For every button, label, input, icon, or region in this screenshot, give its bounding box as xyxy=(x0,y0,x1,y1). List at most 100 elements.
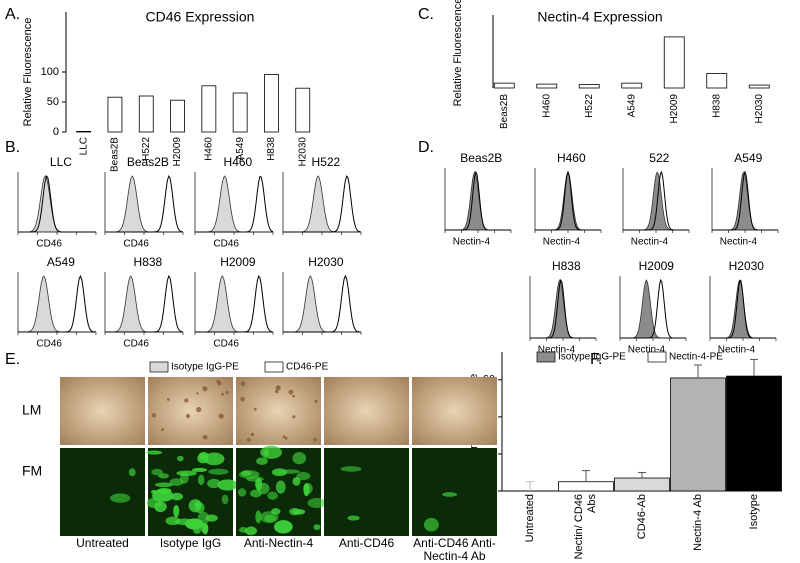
cell-fluorescence xyxy=(241,470,252,477)
bar xyxy=(621,82,643,89)
cell-fluorescence xyxy=(347,515,360,521)
cell-fluorescence xyxy=(256,457,268,465)
plot-title: A549 xyxy=(734,151,762,165)
cell-lm xyxy=(282,435,286,439)
bar xyxy=(614,477,670,492)
marker-histogram xyxy=(195,274,274,333)
plot-axes xyxy=(17,172,96,233)
x-tick-label: H522 xyxy=(141,137,152,161)
x-tick-label: H838 xyxy=(266,137,277,161)
y-axis-label: Relative Fluorescence xyxy=(22,18,34,127)
cell-lm xyxy=(202,434,208,440)
cell-fluorescence xyxy=(194,502,205,514)
plot-title: 522 xyxy=(649,151,669,165)
cell-lm xyxy=(250,432,255,437)
cell-lm xyxy=(161,428,165,432)
plot-title: H2009 xyxy=(639,259,675,273)
marker-histogram xyxy=(105,174,184,233)
cell-fluorescence xyxy=(423,517,439,532)
cell-fluorescence xyxy=(197,453,209,464)
row-label: FM xyxy=(22,463,42,479)
cell-fluorescence xyxy=(296,472,311,481)
isotype-histogram xyxy=(283,275,361,333)
bar xyxy=(706,73,728,89)
cell-lm xyxy=(151,413,157,418)
cell-lm xyxy=(184,398,189,403)
cell-fluorescence xyxy=(217,479,238,491)
column-label: Anti-Nectin-4 xyxy=(243,536,314,550)
plot-title: H2030 xyxy=(308,255,344,269)
cell-lm xyxy=(218,413,224,419)
error-bar xyxy=(638,471,646,479)
cell-fluorescence xyxy=(273,520,293,534)
column-label: Anti-CD46 xyxy=(338,536,395,550)
bar xyxy=(493,82,515,89)
isotype-histogram xyxy=(712,171,778,231)
x-axis-label: CD46 xyxy=(213,239,239,250)
bar xyxy=(558,481,614,492)
cell-fluorescence xyxy=(263,448,270,457)
x-axis-label: Nectin-4 xyxy=(718,345,756,356)
chart-title: Nectin-4 Expression xyxy=(537,9,662,25)
legend-label: Isotype IgG-PE xyxy=(558,352,626,363)
bar xyxy=(138,95,154,133)
x-axis-label: CD46 xyxy=(213,339,239,350)
cell-fluorescence xyxy=(289,507,301,516)
x-tick-label: H2009 xyxy=(172,137,183,167)
x-tick-label: H460 xyxy=(203,137,214,161)
bar xyxy=(748,84,770,89)
cell-fluorescence xyxy=(150,489,158,494)
x-tick-label: H2030 xyxy=(754,94,765,124)
cell-lm xyxy=(217,381,222,386)
bar xyxy=(170,99,185,133)
isotype-histogram xyxy=(195,175,273,233)
panel-label: E. xyxy=(5,351,20,368)
cell-fluorescence xyxy=(128,468,136,477)
legend-label: CD46-PE xyxy=(286,362,329,373)
panel-label: D. xyxy=(418,139,434,156)
light-micrograph xyxy=(148,377,233,445)
x-tick-label: CD46-Ab xyxy=(635,494,648,540)
cell-lm xyxy=(292,394,295,398)
bar xyxy=(295,87,311,133)
x-tick-label: LLC xyxy=(78,137,89,155)
cell-lm xyxy=(240,381,246,386)
cell-fluorescence xyxy=(264,515,276,523)
x-tick-label: Nectin/ CD46 Abs xyxy=(573,494,598,560)
isotype-histogram xyxy=(623,171,689,231)
marker-histogram xyxy=(283,274,362,333)
y-tick-label: 50 xyxy=(47,96,59,108)
x-tick-label: Beas2B xyxy=(110,137,121,172)
panel-label: C. xyxy=(418,6,434,23)
cell-fluorescence xyxy=(158,473,170,479)
cell-lm xyxy=(240,396,245,402)
x-axis-label: Nectin-4 xyxy=(631,237,669,248)
cell-fluorescence xyxy=(237,488,247,497)
cell-lm xyxy=(313,437,318,442)
error-bar xyxy=(582,470,590,482)
isotype-histogram xyxy=(620,279,686,339)
cell-fluorescence xyxy=(307,497,326,508)
cell-fluorescence xyxy=(201,523,209,534)
cell-fluorescence xyxy=(169,478,184,486)
plot-axes xyxy=(104,272,183,333)
x-axis-label: CD46 xyxy=(123,339,149,350)
cell-fluorescence xyxy=(173,504,180,518)
cell-fluorescence xyxy=(208,468,229,475)
cell-fluorescence xyxy=(151,468,163,476)
bar xyxy=(76,130,92,133)
plot-title: H838 xyxy=(134,255,163,269)
cell-fluorescence xyxy=(244,526,257,536)
cell-fluorescence xyxy=(303,483,313,495)
bar xyxy=(578,84,600,89)
bar xyxy=(232,92,248,133)
plot-title: H522 xyxy=(312,155,341,169)
panel-label: B. xyxy=(5,139,20,156)
bar xyxy=(536,83,558,89)
x-tick-label: H522 xyxy=(584,94,595,118)
plot-title: H460 xyxy=(224,155,253,169)
cell-fluorescence xyxy=(255,478,263,491)
plot-title: Beas2B xyxy=(460,151,502,165)
cell-lm xyxy=(314,399,318,403)
cell-lm xyxy=(288,389,294,395)
